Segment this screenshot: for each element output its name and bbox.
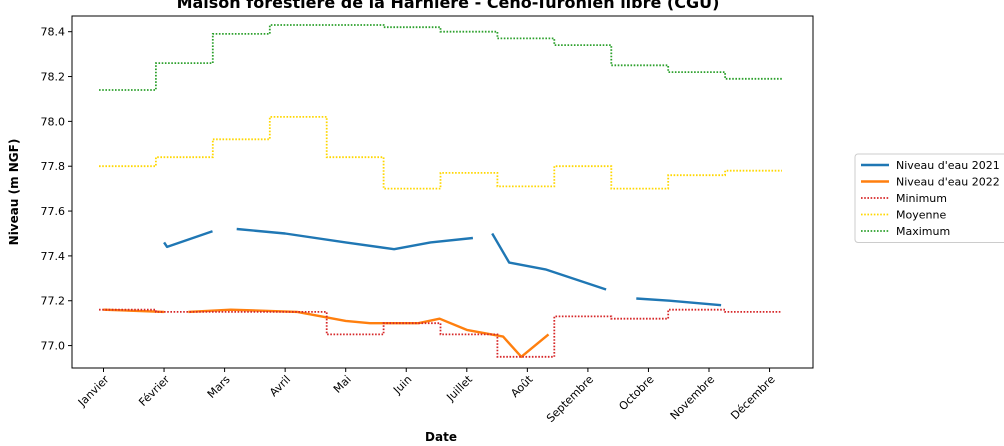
x-tick-label: Août	[508, 372, 536, 400]
y-tick-label: 78.0	[41, 115, 66, 128]
y-axis-title: Niveau (m NGF)	[7, 139, 21, 246]
x-tick-label: Septembre	[544, 373, 596, 425]
plot-area	[99, 24, 782, 358]
plot-frame	[71, 15, 814, 369]
y-tick-label: 78.2	[41, 71, 66, 84]
series-line-niveau-d-eau-2022-segment-2	[188, 308, 550, 358]
x-axis-title: Date	[425, 430, 457, 444]
legend-box	[854, 153, 1004, 243]
y-axis: 77.0 77.2 77.4 77.6 77.8 78.0 78.2 78.4	[41, 26, 72, 353]
x-tick-label: Décembre	[728, 373, 778, 423]
y-tick-label: 77.0	[41, 340, 66, 353]
series-line-niveau-d-eau-2021-segment-4	[636, 297, 722, 307]
y-tick-label: 77.8	[41, 160, 66, 173]
x-tick-label: Mars	[205, 373, 233, 401]
x-axis: Janvier Février Mars Avril Mai Juin Juillet Aoû…	[75, 368, 778, 425]
y-tick-label: 78.4	[41, 26, 66, 39]
legend-label: Maximum	[896, 225, 950, 238]
legend-label: Moyenne	[896, 209, 946, 222]
x-tick-label: Février	[136, 373, 172, 409]
x-tick-label: Juin	[390, 373, 414, 397]
series-line-niveau-d-eau-2021-segment-3	[491, 232, 607, 291]
x-tick-label: Novembre	[668, 373, 718, 423]
series-line-niveau-d-eau-2021-segment-2	[236, 227, 474, 251]
x-tick-label: Juillet	[443, 372, 475, 404]
y-tick-label: 77.6	[41, 205, 66, 218]
x-tick-label: Octobre	[616, 373, 656, 413]
legend: Niveau d'eau 2021 Niveau d'eau 2022 Minimu…	[854, 153, 1004, 243]
x-tick-label: Janvier	[75, 373, 112, 410]
series-line-maximum	[99, 24, 782, 91]
legend-label: Niveau d'eau 2021	[896, 159, 1000, 172]
series-line-niveau-d-eau-2021-segment-1	[163, 230, 213, 249]
chart-title: Maison forestière de la Harnière - Céno-…	[177, 0, 720, 12]
legend-label: Niveau d'eau 2022	[896, 176, 1000, 189]
legend-label: Minimum	[896, 192, 947, 205]
y-tick-label: 77.2	[41, 295, 66, 308]
y-tick-label: 77.4	[41, 250, 66, 263]
series-line-moyenne	[99, 116, 782, 190]
x-tick-label: Mai	[331, 373, 354, 396]
series-line-minimum	[99, 308, 782, 358]
x-tick-label: Avril	[267, 373, 293, 399]
series-line-niveau-d-eau-2022-segment-1	[103, 308, 165, 314]
